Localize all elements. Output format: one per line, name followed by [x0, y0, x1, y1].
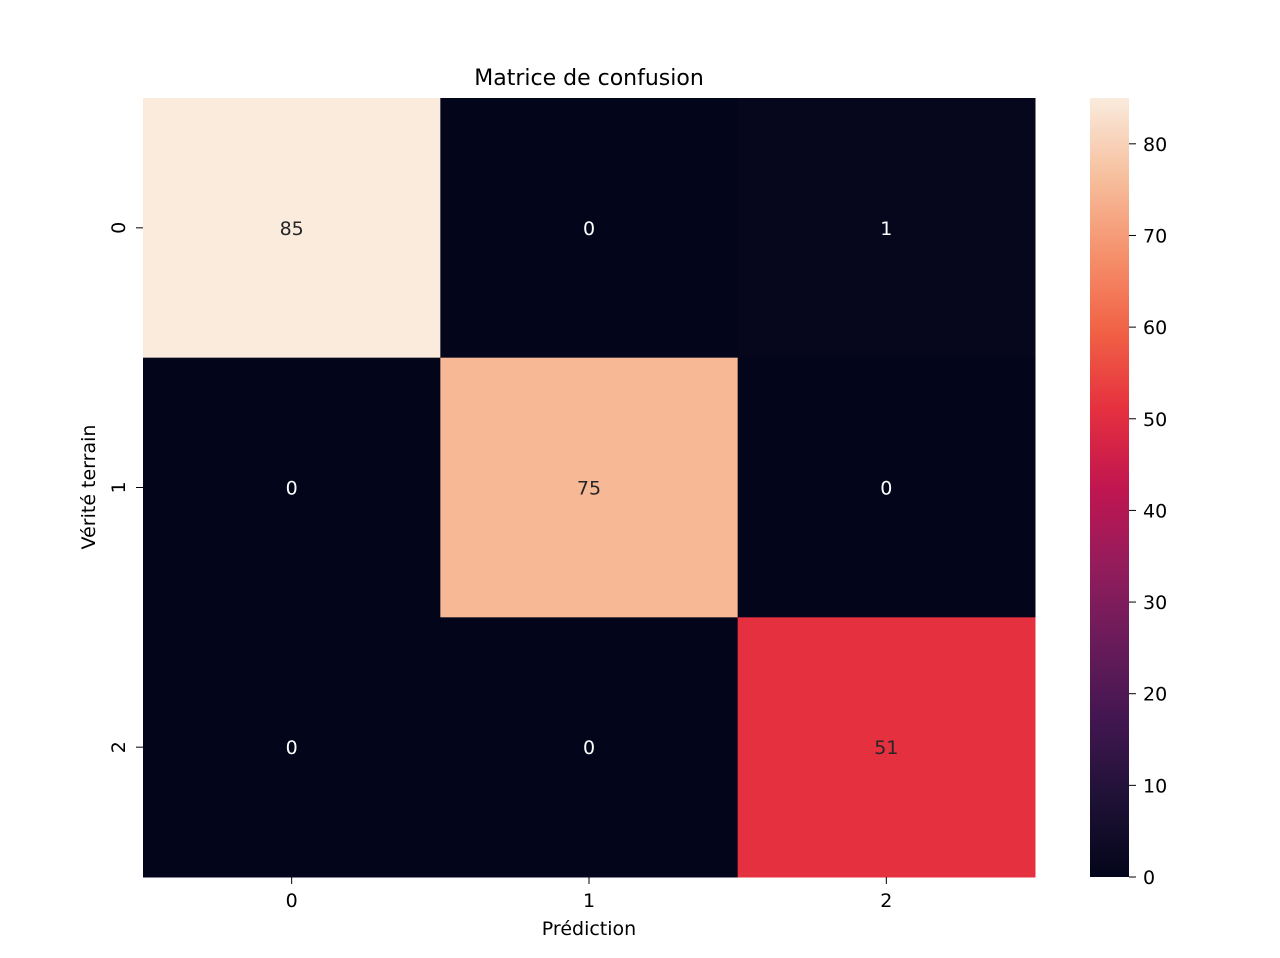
- x-axis-label: Prédiction: [542, 918, 636, 940]
- heatmap: 85 0 1 0 75 0 0 0 51: [143, 98, 1036, 878]
- cell-value-label: 0: [583, 218, 595, 240]
- heatmap-cell: [440, 98, 739, 359]
- chart-title: Matrice de confusion: [474, 66, 704, 91]
- heatmap-cell: [440, 357, 739, 618]
- y-tick-label: 0: [108, 222, 130, 234]
- x-axis: 0 1 2: [286, 877, 892, 912]
- y-axis-label: Vérité terrain: [78, 425, 100, 550]
- heatmap-cell: [143, 357, 441, 618]
- colorbar-tick-label: 80: [1143, 134, 1167, 156]
- cell-value-label: 85: [280, 218, 304, 240]
- cell-value-label: 0: [286, 478, 298, 500]
- colorbar-tick-label: 40: [1143, 500, 1167, 522]
- y-axis: 0 1 2: [108, 222, 143, 753]
- heatmap-cell: [143, 98, 441, 359]
- cell-value-label: 75: [577, 478, 601, 500]
- colorbar-tick-label: 20: [1143, 684, 1167, 706]
- colorbar-tick-label: 10: [1143, 775, 1167, 797]
- cell-value-label: 51: [874, 737, 898, 759]
- colorbar-tick-label: 30: [1143, 592, 1167, 614]
- colorbar-tick-label: 70: [1143, 225, 1167, 247]
- x-tick-label: 1: [583, 890, 595, 912]
- y-tick-label: 2: [108, 741, 130, 753]
- heatmap-cell: [440, 617, 739, 878]
- colorbar-tick-label: 60: [1143, 317, 1167, 339]
- colorbar-gradient: [1090, 98, 1129, 877]
- y-tick-label: 1: [108, 481, 130, 493]
- x-tick-label: 2: [880, 890, 892, 912]
- heatmap-cell: [737, 357, 1036, 618]
- x-tick-label: 0: [286, 890, 298, 912]
- colorbar-tick-label: 0: [1143, 867, 1155, 889]
- cell-value-label: 1: [880, 218, 892, 240]
- cell-value-label: 0: [880, 478, 892, 500]
- cell-value-label: 0: [583, 737, 595, 759]
- colorbar-tick-label: 50: [1143, 409, 1167, 431]
- heatmap-cell: [737, 617, 1036, 878]
- colorbar: 0 10 20 30 40 50 60 70 80: [1090, 98, 1167, 889]
- heatmap-cell: [737, 98, 1036, 359]
- heatmap-cell: [143, 617, 441, 878]
- cell-value-label: 0: [286, 737, 298, 759]
